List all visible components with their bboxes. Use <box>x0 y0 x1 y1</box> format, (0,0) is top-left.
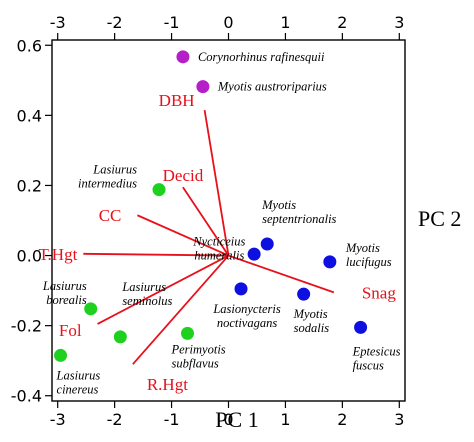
top-tick-label: 3 <box>394 13 404 32</box>
species-points <box>54 50 368 362</box>
species-label: lucifugus <box>346 255 392 269</box>
x-tick-label: 1 <box>280 410 290 429</box>
green-point <box>54 348 68 362</box>
vector-dbh-line <box>203 109 230 256</box>
species-label: Lasiurus <box>92 163 137 177</box>
species-label: sodalis <box>294 321 330 335</box>
vector-label: Fol <box>59 321 82 340</box>
top-tick-label: -1 <box>164 13 180 32</box>
vector-label: Snag <box>362 283 397 302</box>
species-label: septentrionalis <box>262 212 336 226</box>
y-tick-label: 0.2 <box>17 176 42 195</box>
vector-label: CC <box>99 206 122 225</box>
labels: DBH Decid CC T.Hgt Fol R.Hgt Snag Corynorhinus … <box>38 50 400 397</box>
species-label: Lasiurus <box>121 280 166 294</box>
x-tick-label: -2 <box>107 410 123 429</box>
species-label: intermedius <box>78 177 137 191</box>
nycticeius-label: humeralis <box>194 249 244 263</box>
y-axis-title: PC 2 <box>418 206 461 231</box>
x-tick-label: 2 <box>337 410 347 429</box>
y-tick-label: 0.4 <box>17 106 42 125</box>
y-tick-label: 0.0 <box>17 247 42 266</box>
species-label: Myotis <box>293 307 328 321</box>
biplot-vectors <box>83 109 335 365</box>
green-point <box>113 330 127 344</box>
vector-label: T.Hgt <box>38 245 77 264</box>
blue-point <box>234 282 248 296</box>
blue-point <box>323 255 337 269</box>
top-tick-label: -2 <box>107 13 123 32</box>
species-label: subflavus <box>172 356 219 370</box>
top-tick-label: 1 <box>280 13 290 32</box>
x-axis-title: PC 1 <box>215 407 258 432</box>
vector-decid-line <box>182 186 230 257</box>
green-point <box>152 183 166 197</box>
vector-label: R.Hgt <box>147 375 188 394</box>
vector-snag-line <box>228 254 335 294</box>
species-label: fuscus <box>353 358 384 372</box>
green-point <box>84 302 98 316</box>
y-tick-label: 0.6 <box>17 36 42 55</box>
species-label: seminolus <box>122 294 172 308</box>
species-label: Lasiurus <box>56 368 101 382</box>
vector-thgt-line <box>83 252 229 257</box>
vector-label: Decid <box>163 166 204 185</box>
blue-point <box>247 247 261 261</box>
blue-point <box>260 237 274 251</box>
top-tick-label: 0 <box>223 13 233 32</box>
y-tick-label: -0.2 <box>11 317 42 336</box>
vector-label: DBH <box>159 91 195 110</box>
purple-point <box>176 50 190 64</box>
blue-point <box>297 287 311 301</box>
species-label: Perimyotis <box>171 342 226 356</box>
blue-point <box>354 320 368 334</box>
x-tick-label: 0 <box>223 410 233 429</box>
axes: -3 -2 -1 0 1 2 3 -3 -2 -1 0 1 2 3 0.6 0.4 0.2 0.0 -0.2 -0.4 <box>11 13 405 429</box>
green-point <box>181 326 195 340</box>
nycticeius-label: Nycticeius <box>192 235 245 249</box>
x-tick-label: 3 <box>394 410 404 429</box>
top-tick-label: -3 <box>50 13 66 32</box>
species-label: Corynorhinus rafinesquii <box>198 50 325 64</box>
species-label: Myotis austroriparius <box>217 80 327 94</box>
species-label: Lasionycteris <box>212 302 280 316</box>
x-tick-label: -3 <box>50 410 66 429</box>
purple-point <box>196 80 210 94</box>
species-label: Lasiurus <box>42 279 87 293</box>
vector-rhgt-line <box>132 254 230 365</box>
top-tick-label: 2 <box>337 13 347 32</box>
y-tick-label: -0.4 <box>11 387 42 406</box>
vector-cc-line <box>137 214 229 257</box>
species-label: Myotis <box>345 241 380 255</box>
species-label: Myotis <box>261 198 296 212</box>
species-label: cinereus <box>57 382 99 396</box>
species-label: borealis <box>46 293 87 307</box>
vector-fol-line <box>97 254 229 325</box>
species-label: noctivagans <box>217 316 278 330</box>
species-label: Eptesicus <box>352 344 401 358</box>
x-tick-label: -1 <box>164 410 180 429</box>
